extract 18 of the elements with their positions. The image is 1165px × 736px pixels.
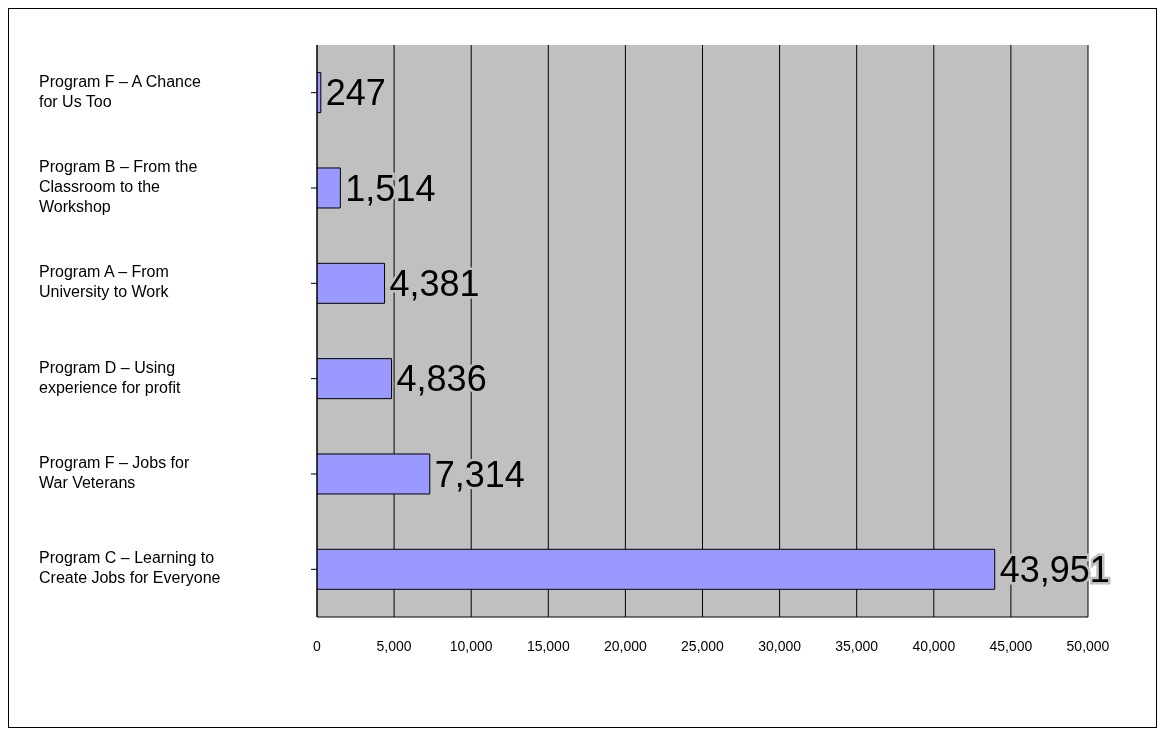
x-tick-label: 25,000 <box>681 637 725 654</box>
x-tick-label: 35,000 <box>835 637 879 654</box>
x-tick-label: 0 <box>313 637 322 654</box>
x-tick-label: 10,000 <box>449 637 493 654</box>
x-tick-label: 15,000 <box>526 637 570 654</box>
y-tick-label: Program C – Learning to Create Jobs for Everyone <box>39 549 221 587</box>
x-tick-label: 45,000 <box>989 637 1033 654</box>
y-tick-label: Program D – Using experience for profit <box>39 358 181 396</box>
x-tick-label: 30,000 <box>758 637 802 654</box>
x-tick-label: 20,000 <box>603 637 648 654</box>
x-tick-label: 40,000 <box>912 637 956 654</box>
y-tick-label: Program F – Jobs for War Veterans <box>39 454 190 492</box>
y-tick-label: Program F – A Chance for Us Too <box>39 72 201 110</box>
x-tick-label: 50,000 <box>1066 637 1110 654</box>
y-tick-label: Program A – From University to Work <box>39 263 170 301</box>
y-tick-label: Program B – From the Classroom to the Workshop <box>39 158 198 216</box>
x-tick-label: 5,000 <box>376 637 412 654</box>
data-label: 247 <box>325 72 386 114</box>
